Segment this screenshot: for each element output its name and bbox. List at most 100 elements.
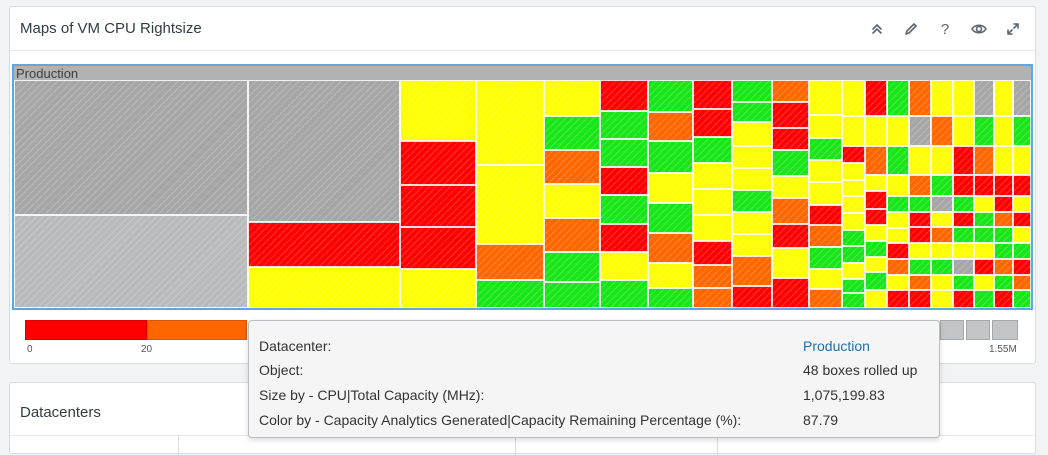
treemap-tile[interactable] bbox=[909, 175, 931, 196]
treemap-tile[interactable] bbox=[865, 225, 887, 241]
treemap-tile[interactable] bbox=[909, 227, 931, 243]
treemap-tile[interactable] bbox=[809, 225, 842, 247]
treemap-tile[interactable] bbox=[600, 280, 648, 308]
edit-button[interactable] bbox=[899, 18, 923, 40]
treemap-tile[interactable] bbox=[732, 146, 772, 168]
treemap-tile[interactable] bbox=[842, 246, 865, 263]
treemap-tile[interactable] bbox=[994, 116, 1013, 146]
treemap-tile[interactable] bbox=[693, 137, 732, 163]
treemap-tile[interactable] bbox=[248, 80, 400, 222]
treemap-tile[interactable] bbox=[809, 138, 842, 160]
treemap-tile[interactable] bbox=[544, 80, 600, 116]
treemap-tile[interactable] bbox=[842, 116, 865, 146]
treemap-tile[interactable] bbox=[887, 212, 909, 228]
treemap-tile[interactable] bbox=[693, 109, 732, 137]
treemap-tile[interactable] bbox=[974, 227, 994, 243]
treemap-tile[interactable] bbox=[1013, 146, 1031, 175]
expand-button[interactable] bbox=[1001, 18, 1025, 40]
treemap-tile[interactable] bbox=[953, 80, 974, 116]
treemap-tile[interactable] bbox=[909, 116, 931, 146]
treemap-tile[interactable] bbox=[600, 167, 648, 195]
treemap-tile[interactable] bbox=[732, 122, 772, 146]
treemap-tile[interactable] bbox=[865, 80, 887, 116]
treemap-tile[interactable] bbox=[931, 243, 953, 259]
treemap-tile[interactable] bbox=[887, 275, 909, 290]
treemap-tile[interactable] bbox=[476, 244, 544, 280]
treemap-tile[interactable] bbox=[842, 293, 865, 308]
treemap-tile[interactable] bbox=[909, 259, 931, 275]
treemap-tile[interactable] bbox=[772, 198, 809, 224]
treemap-tile[interactable] bbox=[994, 227, 1013, 243]
treemap-tile[interactable] bbox=[953, 227, 974, 243]
treemap-tile[interactable] bbox=[974, 290, 994, 308]
treemap-tile[interactable] bbox=[693, 163, 732, 189]
treemap-tile[interactable] bbox=[953, 290, 974, 308]
treemap-tile[interactable] bbox=[909, 275, 931, 290]
treemap-tile[interactable] bbox=[887, 196, 909, 212]
treemap-tile[interactable] bbox=[1013, 116, 1031, 146]
treemap-tile[interactable] bbox=[887, 80, 909, 116]
treemap-tile[interactable] bbox=[953, 175, 974, 196]
treemap-tile[interactable] bbox=[974, 80, 994, 116]
treemap-tile[interactable] bbox=[865, 257, 887, 272]
treemap-tile[interactable] bbox=[887, 290, 909, 308]
treemap-tile[interactable] bbox=[14, 215, 248, 308]
treemap-tile[interactable] bbox=[909, 146, 931, 175]
treemap-tile[interactable] bbox=[842, 263, 865, 279]
treemap-tile[interactable] bbox=[1013, 196, 1031, 212]
treemap-tile[interactable] bbox=[953, 116, 974, 146]
treemap-tile[interactable] bbox=[648, 203, 693, 233]
treemap-tile[interactable] bbox=[600, 224, 648, 252]
treemap-tile[interactable] bbox=[648, 263, 693, 288]
treemap-tile[interactable] bbox=[953, 146, 974, 175]
treemap-tile[interactable] bbox=[931, 212, 953, 227]
treemap-tile[interactable] bbox=[600, 252, 648, 280]
treemap-tile[interactable] bbox=[953, 275, 974, 290]
treemap-tile[interactable] bbox=[865, 272, 887, 290]
treemap-tile[interactable] bbox=[994, 196, 1013, 212]
help-button[interactable]: ? bbox=[933, 18, 957, 40]
treemap-tile[interactable] bbox=[600, 80, 648, 111]
treemap-tile[interactable] bbox=[974, 259, 994, 275]
treemap-tile[interactable] bbox=[600, 111, 648, 139]
treemap-tile[interactable] bbox=[931, 196, 953, 212]
treemap-tile[interactable] bbox=[544, 252, 600, 282]
treemap-tile[interactable] bbox=[842, 279, 865, 293]
treemap-tile[interactable] bbox=[931, 80, 953, 116]
treemap-tile[interactable] bbox=[772, 150, 809, 176]
treemap-tile[interactable] bbox=[931, 259, 953, 275]
treemap-tile[interactable] bbox=[994, 146, 1013, 175]
treemap-tile[interactable] bbox=[994, 259, 1013, 275]
treemap-tile[interactable] bbox=[400, 141, 476, 185]
view-button[interactable] bbox=[967, 18, 991, 40]
treemap-tile[interactable] bbox=[809, 269, 842, 289]
treemap-tile[interactable] bbox=[994, 275, 1013, 290]
treemap-tile[interactable] bbox=[732, 80, 772, 102]
treemap-tile[interactable] bbox=[809, 80, 842, 115]
treemap-tiles[interactable] bbox=[14, 80, 1031, 308]
treemap-tile[interactable] bbox=[648, 112, 693, 141]
treemap-tile[interactable] bbox=[732, 256, 772, 286]
treemap-tile[interactable] bbox=[1013, 80, 1031, 116]
treemap-tile[interactable] bbox=[909, 243, 931, 259]
treemap-tile[interactable] bbox=[544, 282, 600, 308]
treemap-tile[interactable] bbox=[600, 195, 648, 224]
treemap-tile[interactable] bbox=[887, 175, 909, 196]
treemap-tile[interactable] bbox=[809, 115, 842, 138]
treemap-tile[interactable] bbox=[693, 80, 732, 109]
treemap-tile[interactable] bbox=[974, 196, 994, 212]
treemap-tile[interactable] bbox=[248, 267, 400, 308]
treemap-tile[interactable] bbox=[544, 150, 600, 184]
treemap-tile[interactable] bbox=[809, 160, 842, 182]
treemap-tile[interactable] bbox=[865, 191, 887, 209]
treemap-tile[interactable] bbox=[544, 116, 600, 150]
treemap-tile[interactable] bbox=[974, 275, 994, 290]
treemap-tile[interactable] bbox=[865, 175, 887, 191]
treemap-tile[interactable] bbox=[648, 141, 693, 173]
treemap-tile[interactable] bbox=[931, 227, 953, 243]
treemap-tile[interactable] bbox=[887, 259, 909, 275]
treemap-tile[interactable] bbox=[865, 290, 887, 308]
treemap-tile[interactable] bbox=[953, 196, 974, 212]
treemap-tile[interactable] bbox=[544, 218, 600, 252]
treemap-tile[interactable] bbox=[732, 190, 772, 212]
